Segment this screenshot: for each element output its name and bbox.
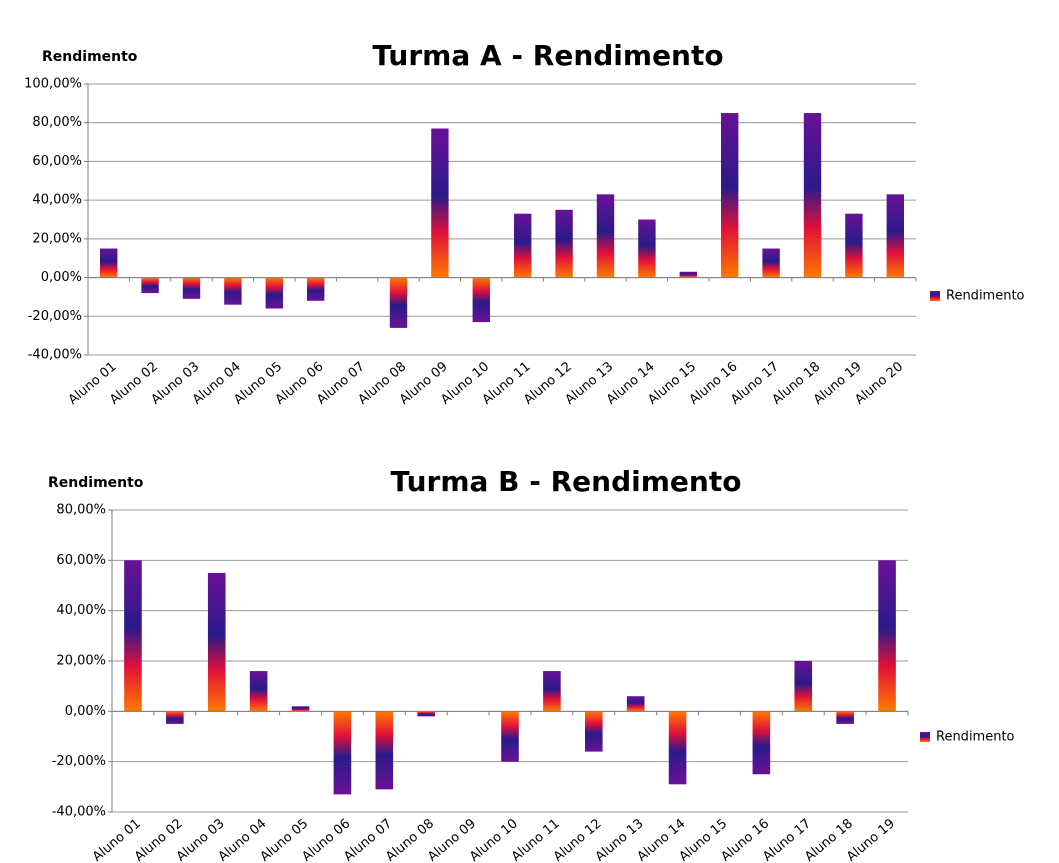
y-tick-label: 20,00% [32,231,82,246]
y-tick-label: -20,00% [52,754,106,769]
bar [803,113,822,278]
bar [794,661,813,712]
bar [389,277,408,328]
bar [596,194,615,278]
bar [141,277,159,294]
bar [668,711,687,785]
y-tick-label: 0,00% [65,704,106,719]
bar [721,113,739,278]
y-tick-label: 20,00% [56,654,106,669]
bar [845,213,863,278]
bar [878,560,896,712]
bar [249,671,268,712]
bar [166,711,184,724]
bar [886,194,904,278]
y-tick-label: 40,00% [32,193,82,208]
legend-swatch [920,732,930,742]
bar [224,277,242,305]
bar [584,711,603,752]
y-tick-label: 0,00% [41,270,82,285]
y-tick-label: 100,00% [24,77,82,92]
y-tick-label: 60,00% [32,154,82,169]
chart-title: Turma B - Rendimento [391,465,742,498]
bar [638,219,656,278]
bar [514,213,532,278]
bar [333,711,352,795]
axis-label: Rendimento [42,49,138,65]
bar [762,248,780,278]
bar [124,560,142,712]
bar [182,277,201,299]
legend-label: Rendimento [946,289,1025,304]
bar [431,128,449,278]
y-tick-label: 80,00% [56,503,106,518]
chart-title: Turma A - Rendimento [372,39,723,72]
bar [836,711,854,724]
bar [207,572,226,712]
bar [265,277,283,309]
bar [626,696,645,712]
bar [375,711,394,790]
bar [555,209,573,278]
bar [100,248,118,278]
bar [752,711,771,775]
legend-swatch [930,291,940,301]
y-tick-label: 40,00% [56,603,106,618]
y-tick-label: 80,00% [32,115,82,130]
y-tick-label: 60,00% [56,553,106,568]
y-tick-label: -20,00% [28,309,82,324]
bar [501,711,519,762]
bar [543,671,561,712]
axis-label: Rendimento [48,475,144,491]
y-tick-label: -40,00% [28,348,82,363]
bar [679,271,697,278]
bar [417,711,436,717]
bar [472,277,490,323]
y-tick-label: -40,00% [52,805,106,820]
bar [291,706,310,712]
legend-label: Rendimento [936,730,1015,745]
bar [307,277,325,301]
